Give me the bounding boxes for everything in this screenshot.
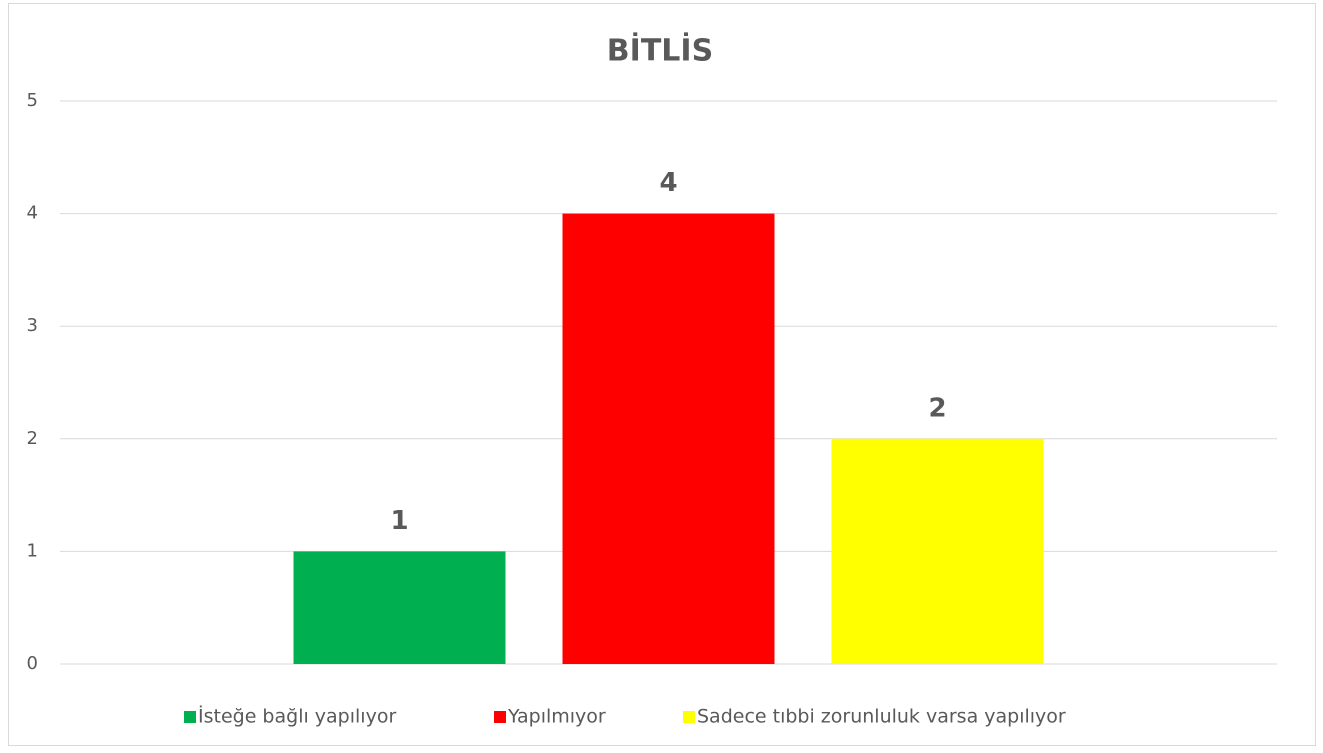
y-tick-label: 1 [27,540,38,561]
y-tick-label: 4 [27,203,38,224]
data-label: 1 [390,506,408,536]
legend-swatch [184,711,196,723]
y-tick-label: 0 [27,653,38,674]
legend-label: Sadece tıbbi zorunluluk varsa yapılıyor [697,706,1066,728]
bar [831,438,1044,664]
bar [562,213,775,664]
bar [293,551,506,664]
data-label: 2 [928,393,946,423]
data-label: 4 [659,168,677,198]
legend-label: İsteğe bağlı yapılıyor [198,705,396,728]
y-tick-label: 3 [27,315,38,336]
y-tick-label: 2 [27,428,38,449]
y-tick-label: 5 [27,90,38,111]
legend-swatch [494,711,506,723]
legend-swatch [683,711,695,723]
legend-label: Yapılmıyor [507,706,606,728]
chart-title: BİTLİS [607,33,713,69]
